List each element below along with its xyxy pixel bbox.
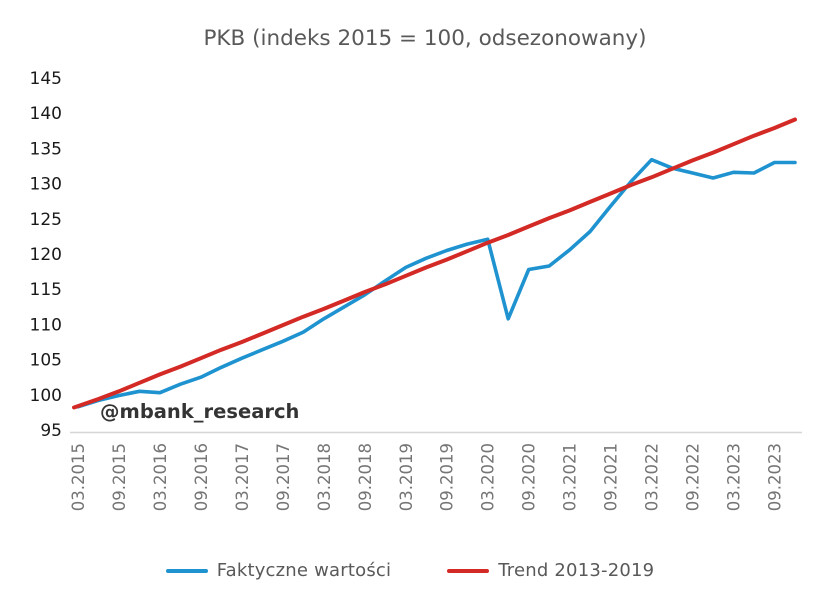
y-axis-tick-label: 125	[30, 210, 62, 230]
chart-title: PKB (indeks 2015 = 100, odsezonowany)	[203, 26, 646, 51]
x-axis-tick-label: 03.2023	[725, 443, 744, 511]
x-axis-tick-label: 09.2015	[110, 443, 129, 511]
y-axis-tick-label: 130	[30, 175, 62, 195]
y-axis-tick-label: 105	[30, 351, 62, 371]
y-axis-tick-label: 115	[30, 280, 62, 300]
x-axis-tick-label: 09.2022	[684, 443, 703, 511]
x-axis-tick-label: 09.2018	[356, 443, 375, 511]
x-axis-tick-label: 09.2023	[766, 443, 785, 511]
x-axis-tick-label: 03.2017	[233, 443, 252, 511]
actual-line-swatch-icon	[165, 568, 208, 573]
y-axis-tick-label: 110	[30, 315, 62, 335]
x-axis-tick-label: 09.2020	[520, 443, 539, 511]
actual-values-line	[76, 157, 797, 409]
x-axis-tick-label: 09.2016	[192, 443, 211, 511]
legend-item-actual: Faktyczne wartości	[165, 560, 392, 581]
x-axis-tick-label: 03.2015	[69, 443, 88, 511]
watermark-text: @mbank_research	[100, 400, 299, 423]
chart-legend: Faktyczne wartości Trend 2013-2019	[0, 560, 820, 581]
y-axis-tick-label: 140	[30, 104, 62, 124]
y-axis-tick-label: 100	[30, 386, 62, 406]
legend-label-trend: Trend 2013-2019	[498, 560, 655, 581]
x-axis-tick-label: 03.2016	[151, 443, 170, 511]
x-axis-tick-label: 09.2017	[274, 443, 293, 511]
trend-line-swatch-icon	[447, 568, 490, 573]
y-axis-tick-label: 120	[30, 245, 62, 265]
trend-line	[72, 117, 797, 410]
x-axis-tick-label: 03.2021	[561, 443, 580, 511]
x-axis-tick-label: 03.2022	[643, 443, 662, 511]
x-axis-tick-label: 03.2018	[315, 443, 334, 511]
x-axis-tick-label: 03.2020	[479, 443, 498, 511]
legend-item-trend: Trend 2013-2019	[447, 560, 654, 581]
x-axis-tick-label: 09.2019	[438, 443, 457, 511]
y-axis-tick-label: 145	[30, 69, 62, 89]
y-axis-tick-label: 135	[30, 139, 62, 159]
chart-canvas: PKB (indeks 2015 = 100, odsezonowany) 95 1…	[30, 26, 802, 511]
legend-label-actual: Faktyczne wartości	[216, 560, 392, 581]
y-axis-tick-label: 95	[40, 421, 62, 441]
x-axis-tick-label: 03.2019	[397, 443, 416, 511]
x-axis-tick-label: 09.2021	[602, 443, 621, 511]
